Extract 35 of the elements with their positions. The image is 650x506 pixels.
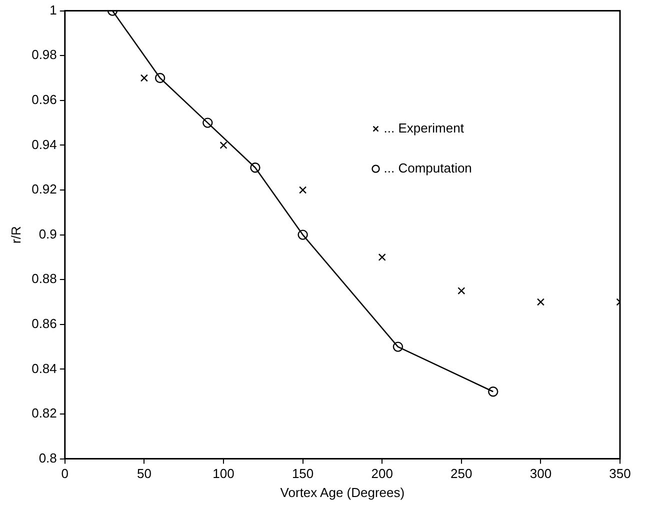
y-tick-label: 1 [50, 2, 57, 18]
point [458, 287, 466, 295]
x-tick-label: 0 [61, 466, 69, 482]
point [299, 186, 307, 194]
point [140, 74, 148, 82]
x-tick-label: 200 [371, 466, 393, 482]
y-tick-label: 0.8 [38, 450, 57, 466]
y-tick-label: 0.98 [32, 47, 57, 62]
legend-label: ... Computation [384, 160, 472, 176]
point [154, 72, 166, 84]
x-tick-label: 350 [609, 466, 631, 482]
legend-label: ... Experiment [384, 120, 464, 136]
y-tick-label: 0.92 [32, 182, 57, 197]
y-axis-title: r/R [8, 226, 24, 244]
point [250, 162, 260, 173]
x-tick-label: 300 [530, 466, 552, 482]
point [488, 386, 498, 397]
point [220, 141, 228, 149]
y-tick-label: 0.84 [32, 360, 57, 376]
x-tick-label: 50 [136, 466, 152, 482]
y-tick-label: 0.9 [38, 226, 57, 242]
x-tick-label: 100 [212, 466, 234, 482]
point [202, 118, 213, 128]
x-axis-title: Vortex Age (Degrees) [280, 484, 405, 500]
y-tick-label: 0.94 [32, 136, 57, 152]
y-tick-label: 0.82 [32, 406, 57, 421]
x-tick-label: 150 [292, 466, 314, 482]
x-tick-label: 250 [450, 466, 472, 482]
y-tick-label: 0.86 [32, 316, 57, 331]
y-tick-label: 0.88 [32, 271, 57, 286]
point [536, 298, 544, 306]
point [378, 253, 386, 261]
point [298, 230, 308, 240]
point [392, 342, 404, 352]
y-tick-label: 0.96 [32, 92, 57, 107]
